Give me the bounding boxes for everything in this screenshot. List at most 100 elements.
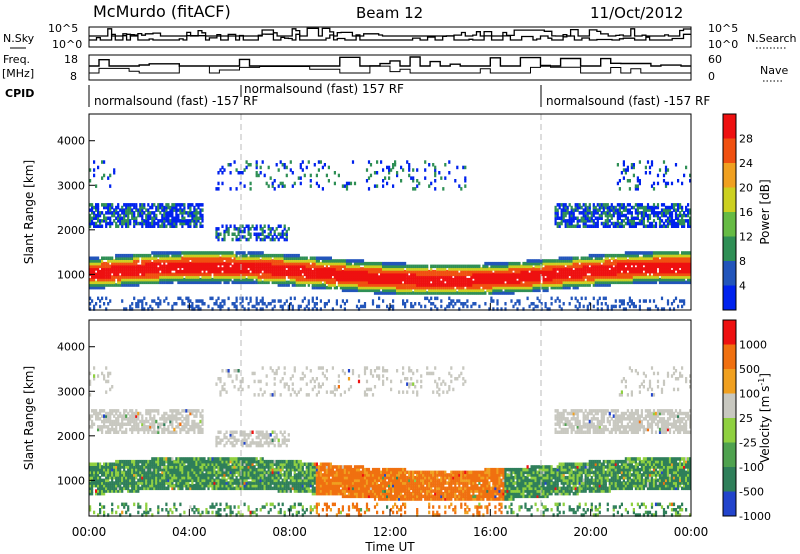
data-cell	[107, 269, 110, 274]
data-cell	[335, 259, 338, 263]
data-cell	[486, 288, 489, 293]
data-cell	[233, 224, 236, 228]
data-cell	[580, 216, 583, 220]
data-cell	[301, 269, 304, 274]
data-cell	[534, 285, 537, 290]
data-cell	[279, 269, 282, 274]
data-cell	[197, 280, 200, 285]
data-cell	[293, 283, 296, 287]
data-cell	[681, 275, 684, 279]
data-cell	[532, 302, 535, 306]
data-cell	[149, 221, 152, 226]
data-cell	[606, 277, 609, 282]
data-cell	[289, 267, 292, 271]
data-cell	[650, 269, 654, 274]
data-cell	[634, 253, 637, 258]
data-cell	[281, 259, 284, 263]
data-cell	[636, 216, 639, 220]
data-cell	[528, 304, 531, 309]
data-cell	[255, 296, 258, 301]
data-cell	[363, 288, 367, 293]
data-cell	[363, 277, 367, 282]
data-cell	[327, 280, 330, 285]
data-cell	[89, 475, 92, 480]
data-cell	[281, 181, 284, 186]
data-cell	[121, 205, 124, 210]
data-cell	[303, 272, 306, 277]
data-cell	[255, 269, 258, 274]
data-cell	[319, 299, 322, 303]
data-cell	[235, 251, 238, 255]
data-cell	[187, 259, 190, 263]
data-cell	[592, 253, 595, 258]
data-cell	[608, 269, 611, 274]
data-cell	[492, 275, 495, 279]
data-cell	[235, 235, 238, 239]
data-cell	[255, 253, 258, 258]
data-cell	[666, 216, 670, 220]
data-cell	[683, 251, 686, 255]
data-cell	[89, 213, 92, 218]
data-cell	[97, 259, 100, 263]
data-cell	[666, 261, 670, 266]
data-cell	[313, 302, 316, 306]
data-cell	[111, 277, 114, 282]
data-cell	[345, 275, 349, 279]
data-cell	[261, 272, 264, 277]
data-cell	[683, 253, 686, 258]
data-cell	[205, 272, 208, 277]
data-cell	[241, 280, 244, 285]
data-cell	[305, 280, 308, 285]
data-cell	[634, 269, 637, 274]
data-cell	[241, 171, 244, 175]
data-cell	[558, 205, 561, 210]
data-cell	[652, 187, 656, 191]
data-cell	[371, 275, 375, 279]
data-cell	[632, 272, 635, 277]
data-cell	[486, 267, 489, 271]
data-cell	[177, 277, 180, 282]
data-cell	[516, 285, 519, 290]
data-cell	[133, 259, 136, 263]
data-cell	[219, 280, 222, 285]
data-cell	[175, 253, 178, 258]
data-cell	[91, 269, 94, 274]
data-cell	[107, 302, 110, 306]
data-cell	[560, 261, 563, 266]
data-cell	[662, 259, 666, 263]
data-cell	[396, 264, 399, 269]
data-cell	[576, 283, 579, 287]
data-cell	[677, 213, 680, 218]
data-cell	[454, 269, 457, 274]
data-cell	[173, 216, 176, 220]
data-cell	[311, 277, 314, 282]
data-cell	[668, 251, 672, 255]
data-cell	[668, 264, 672, 269]
data-cell	[578, 302, 581, 306]
data-cell	[630, 272, 633, 277]
data-cell	[125, 269, 128, 274]
data-cell	[349, 288, 353, 293]
data-cell	[105, 269, 108, 274]
data-cell	[654, 272, 658, 277]
data-cell	[378, 277, 381, 282]
data-cell	[249, 256, 252, 260]
data-cell	[373, 285, 377, 290]
data-cell	[564, 259, 567, 263]
data-cell	[153, 221, 156, 226]
data-cell	[115, 261, 118, 266]
data-cell	[424, 168, 427, 172]
data-cell	[191, 261, 194, 266]
data-cell	[654, 264, 658, 269]
data-cell	[689, 269, 692, 274]
data-cell	[175, 256, 178, 260]
data-cell	[644, 256, 647, 260]
data-cell	[598, 283, 601, 287]
data-cell	[504, 307, 507, 311]
data-cell	[644, 224, 647, 228]
data-cell	[109, 272, 112, 277]
data-cell	[630, 205, 633, 210]
data-cell	[650, 277, 654, 282]
data-cell	[273, 179, 276, 183]
data-cell	[586, 280, 589, 285]
